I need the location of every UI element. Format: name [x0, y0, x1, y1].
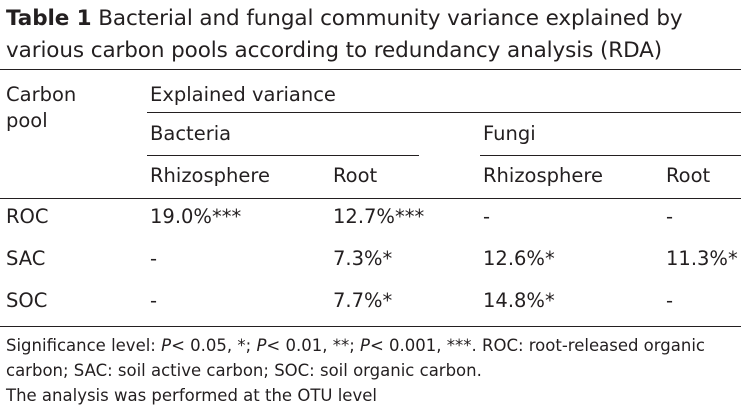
row-sac-fungi-rhizosphere: 12.6%* — [483, 247, 555, 270]
footnote-text-3: < 0.01, **; — [266, 336, 360, 355]
row-roc-fungi-root: - — [666, 205, 674, 228]
row-roc-pool: ROC — [6, 205, 49, 228]
footnote-p-3: P — [360, 336, 370, 355]
table-label: Table 1 — [6, 6, 92, 31]
table-footnote: Significance level: P< 0.05, *; P< 0.01,… — [6, 333, 736, 408]
row-header-carbon: Carbon — [6, 83, 77, 106]
fungi-header: Fungi — [483, 122, 536, 145]
fungi-rhizosphere-header: Rhizosphere — [483, 164, 603, 187]
bottom-rule — [0, 326, 741, 327]
bacteria-root-header: Root — [333, 164, 378, 187]
header-rule — [0, 198, 741, 199]
footnote-p-1: P — [161, 336, 172, 355]
table-caption: Table 1 Bacterial and fungal community v… — [6, 3, 738, 67]
bacteria-rule — [147, 155, 419, 156]
row-sac-bacteria-root: 7.3%* — [333, 247, 393, 270]
row-roc-bacteria-rhizosphere: 19.0%*** — [150, 205, 242, 228]
row-sac-fungi-root: 11.3%* — [666, 247, 738, 270]
row-soc-bacteria-root: 7.7%* — [333, 289, 393, 312]
fungi-rule — [480, 155, 741, 156]
row-soc-fungi-root: - — [666, 289, 674, 312]
row-sac-pool: SAC — [6, 247, 46, 270]
explained-variance-header: Explained variance — [150, 83, 336, 106]
row-roc-fungi-rhizosphere: - — [483, 205, 491, 228]
row-roc-bacteria-root: 12.7%*** — [333, 205, 425, 228]
footnote-text-4: < 0.001, ***. ROC: root-released organic… — [6, 336, 705, 380]
explained-variance-rule — [147, 112, 741, 113]
table-title: Bacterial and fungal community variance … — [6, 6, 683, 63]
row-soc-pool: SOC — [6, 289, 48, 312]
footnote-text-2: < 0.05, *; — [171, 336, 257, 355]
bacteria-rhizosphere-header: Rhizosphere — [150, 164, 270, 187]
row-soc-bacteria-rhizosphere: - — [150, 289, 158, 312]
footnote-text-1: Significance level: — [6, 336, 162, 355]
footnote-text-5: The analysis was performed at the OTU le… — [6, 386, 377, 405]
row-header-pool: pool — [6, 109, 48, 132]
fungi-root-header: Root — [666, 164, 711, 187]
row-sac-bacteria-rhizosphere: - — [150, 247, 158, 270]
top-rule — [0, 69, 741, 70]
bacteria-header: Bacteria — [150, 122, 232, 145]
row-soc-fungi-rhizosphere: 14.8%* — [483, 289, 555, 312]
footnote-p-2: P — [256, 336, 267, 355]
